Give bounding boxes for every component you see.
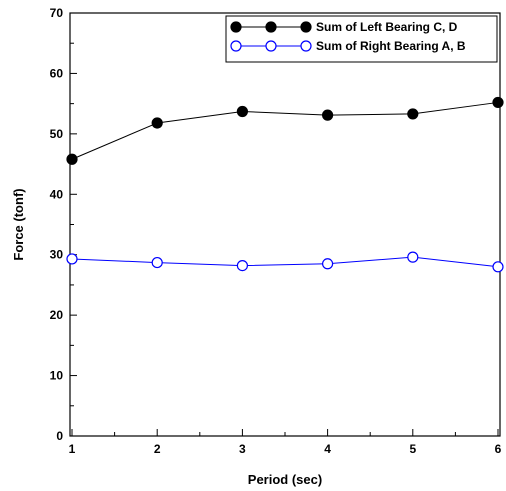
legend-marker bbox=[300, 21, 312, 33]
series-line bbox=[71, 101, 499, 160]
data-point bbox=[66, 253, 78, 265]
data-point bbox=[407, 108, 419, 120]
y-tick-label: 50 bbox=[50, 127, 64, 141]
data-point bbox=[151, 256, 163, 269]
data-point bbox=[322, 109, 334, 121]
legend-marker bbox=[265, 21, 277, 33]
data-point bbox=[236, 259, 248, 272]
y-axis-label: Force (tonf) bbox=[11, 188, 26, 260]
x-axis-label: Period (sec) bbox=[248, 472, 322, 487]
legend-entry-1: Sum of Left Bearing C, D bbox=[230, 20, 458, 34]
legend-marker bbox=[230, 40, 242, 52]
data-point bbox=[492, 96, 504, 109]
series-1 bbox=[66, 96, 504, 165]
y-tick-label: 10 bbox=[50, 369, 64, 383]
x-tick-label: 6 bbox=[495, 442, 502, 456]
series-2 bbox=[66, 251, 504, 273]
x-tick-label: 3 bbox=[239, 442, 246, 456]
data-point bbox=[407, 251, 419, 263]
y-tick-label: 70 bbox=[50, 6, 64, 20]
legend-marker bbox=[230, 21, 242, 33]
plot-frame bbox=[69, 12, 501, 437]
data-point bbox=[492, 261, 504, 273]
data-point bbox=[236, 105, 248, 118]
series-line bbox=[71, 256, 499, 268]
x-tick-label: 5 bbox=[409, 442, 416, 456]
legend-marker bbox=[265, 40, 277, 52]
x-tick-label: 4 bbox=[324, 442, 331, 456]
data-point bbox=[151, 117, 163, 129]
y-tick-label: 30 bbox=[50, 248, 64, 262]
legend-entry-2: Sum of Right Bearing A, B bbox=[230, 39, 466, 53]
x-tick-label: 1 bbox=[69, 442, 76, 456]
y-tick-label: 0 bbox=[56, 429, 63, 443]
x-axis-ticks: 1 2 3 4 5 6 bbox=[69, 429, 502, 456]
legend-marker bbox=[300, 40, 312, 52]
y-tick-label: 60 bbox=[50, 66, 64, 80]
legend-label: Sum of Right Bearing A, B bbox=[316, 39, 466, 53]
y-axis-ticks: 0 10 20 30 40 50 60 70 bbox=[50, 6, 77, 443]
x-tick-label: 2 bbox=[154, 442, 161, 456]
legend: Sum of Left Bearing C, D Sum of Right Bea… bbox=[225, 15, 498, 63]
series-layer bbox=[66, 96, 504, 273]
y-tick-label: 40 bbox=[50, 187, 64, 201]
data-point bbox=[322, 258, 334, 270]
legend-label: Sum of Left Bearing C, D bbox=[316, 20, 458, 34]
data-point bbox=[66, 153, 78, 165]
y-tick-label: 20 bbox=[50, 308, 64, 322]
